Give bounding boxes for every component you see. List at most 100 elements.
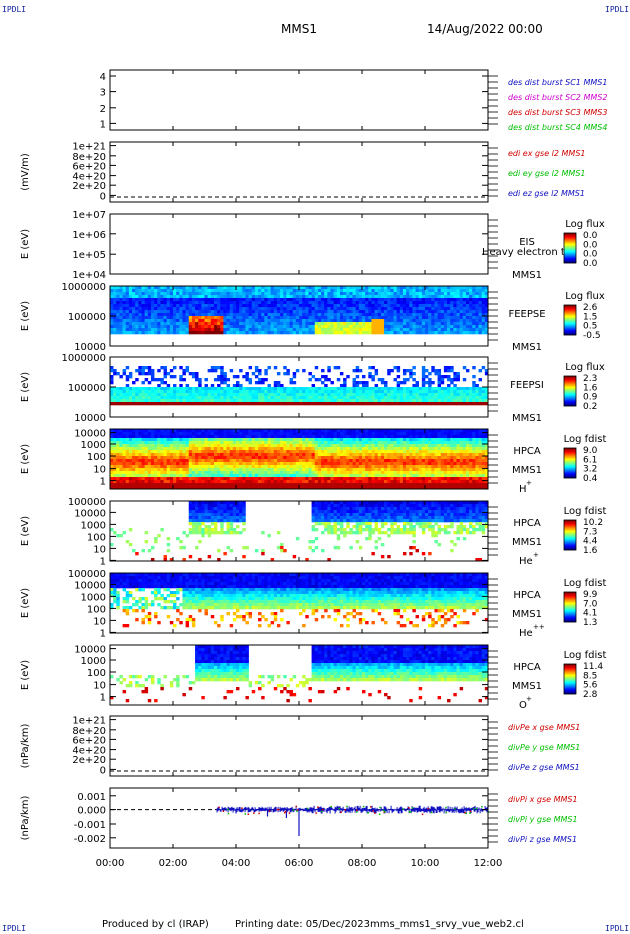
heatmap-cell: [339, 298, 344, 302]
colorbar-band: [564, 314, 576, 316]
heatmap-cell: [154, 313, 158, 317]
heatmap-cell: [330, 471, 334, 475]
heatmap-cell: [160, 286, 164, 290]
heatmap-cell: [163, 450, 167, 454]
heatmap-cell: [248, 390, 253, 394]
heatmap-cell: [116, 304, 120, 308]
heatmap-cell: [251, 459, 256, 463]
heatmap-cell: [210, 429, 215, 433]
heatmap-cell: [459, 295, 464, 299]
heatmap-cell: [362, 462, 366, 466]
heatmap-cell: [239, 468, 243, 472]
heatmap-cell: [343, 289, 347, 293]
heatmap-cell: [355, 289, 360, 293]
heatmap-cell: [421, 325, 426, 329]
heatmap-cell: [321, 447, 325, 451]
heatmap-cell: [384, 289, 388, 293]
heatmap-cell: [261, 432, 265, 436]
heatmap-cell: [122, 468, 127, 472]
heatmap-cell: [349, 474, 353, 478]
heatmap-cell: [258, 307, 262, 311]
heatmap-cell: [113, 387, 117, 391]
heatmap-cell: [333, 289, 338, 293]
heatmap-cell: [204, 286, 208, 290]
heatmap-cell: [418, 316, 423, 320]
heatmap-cell: [242, 456, 246, 460]
heatmap-cell: [324, 310, 328, 314]
heatmap-cell: [286, 465, 290, 469]
heatmap-cell: [188, 468, 193, 472]
heatmap-cell: [204, 292, 208, 296]
heatmap-cell: [242, 393, 246, 397]
heatmap-cell: [421, 372, 426, 376]
heatmap-cell: [440, 378, 445, 382]
heatmap-cell: [462, 328, 467, 332]
heatmap-cell: [368, 441, 372, 445]
heatmap-cell: [462, 387, 467, 391]
heatmap-cell: [176, 438, 180, 442]
heatmap-cell: [402, 292, 407, 296]
heatmap-cell: [113, 441, 117, 445]
heatmap-cell: [210, 456, 215, 460]
heatmap-cell: [283, 313, 287, 317]
heatmap-cell: [179, 477, 183, 481]
heatmap-cell: [286, 393, 290, 397]
heatmap-cell: [113, 328, 117, 332]
heatmap-cell: [188, 447, 193, 451]
heatmap-cell: [280, 328, 284, 332]
heatmap-cell: [387, 304, 391, 308]
heatmap-cell: [440, 304, 445, 308]
heatmap-cell: [270, 477, 275, 481]
heatmap-cell: [207, 438, 212, 442]
heatmap-cell: [443, 310, 448, 314]
heatmap-cell: [336, 366, 341, 370]
heatmap-cell: [368, 295, 372, 299]
heatmap-cell: [236, 486, 240, 490]
heatmap-cell: [362, 456, 366, 460]
heatmap-cell: [317, 480, 322, 484]
heatmap-cell: [314, 486, 319, 490]
heatmap-cell: [289, 441, 293, 445]
colorbar-title: Log flux: [565, 219, 605, 230]
heatmap-cell: [380, 432, 385, 436]
heatmap-cell: [150, 468, 155, 472]
heatmap-cell: [358, 331, 363, 335]
heatmap-cell: [295, 310, 300, 314]
heatmap-cell: [478, 387, 482, 391]
heatmap-cell: [239, 387, 243, 391]
heatmap-cell: [343, 444, 347, 448]
heatmap-cell: [119, 301, 123, 305]
heatmap-cell: [220, 444, 224, 448]
heatmap-cell: [308, 432, 312, 436]
heatmap-cell: [157, 399, 161, 403]
heatmap-cell: [232, 480, 237, 484]
heatmap-cell: [245, 447, 249, 451]
heatmap-cell: [239, 477, 243, 481]
heatmap-cell: [409, 313, 413, 317]
heatmap-cell: [248, 435, 253, 439]
heatmap-cell: [207, 319, 212, 323]
heatmap-cell: [371, 301, 375, 305]
heatmap-cell: [245, 378, 249, 382]
heatmap-cell: [113, 474, 117, 478]
heatmap-cell: [384, 396, 388, 400]
heatmap-cell: [280, 429, 284, 433]
heatmap-cell: [179, 387, 183, 391]
heatmap-cell: [182, 402, 186, 406]
heatmap-cell: [425, 402, 429, 406]
heatmap-cell: [465, 328, 470, 332]
heatmap-cell: [188, 471, 193, 475]
heatmap-cell: [169, 319, 174, 323]
heatmap-cell: [283, 483, 287, 487]
heatmap-cell: [469, 298, 473, 302]
heatmap-cell: [346, 375, 350, 379]
heatmap-cell: [283, 322, 287, 326]
heatmap-cell: [242, 450, 246, 454]
heatmap-cell: [261, 316, 265, 320]
heatmap-cell: [371, 468, 375, 472]
heatmap-cell: [276, 444, 281, 448]
heatmap-cell: [122, 396, 127, 400]
heatmap-cell: [365, 313, 369, 317]
heatmap-cell: [295, 486, 300, 490]
heatmap-cell: [150, 396, 155, 400]
